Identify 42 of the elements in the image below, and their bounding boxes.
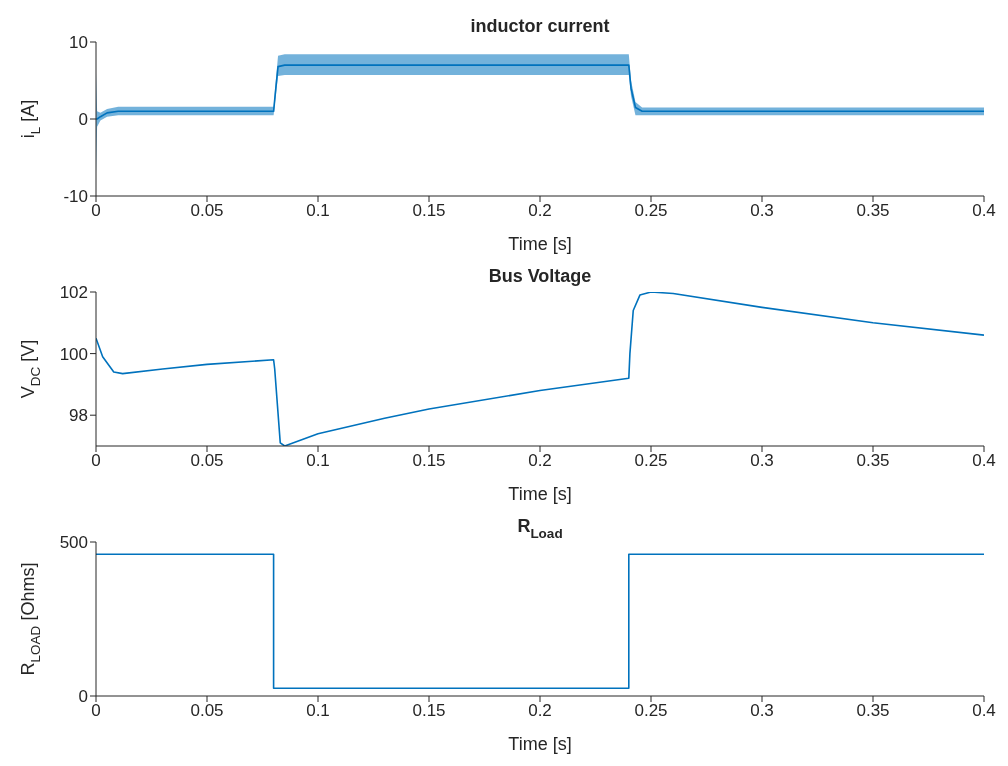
x-tick-label: 0.3 xyxy=(750,451,774,471)
x-tick-label: 0.05 xyxy=(190,451,224,471)
y-tick-label: 500 xyxy=(59,533,88,553)
x-tick-label: 0.4 xyxy=(972,451,996,471)
x-tick-label: 0.2 xyxy=(528,701,552,721)
y-tick-label: 10 xyxy=(69,33,88,53)
x-tick-label: 0.2 xyxy=(528,201,552,221)
x-tick-label: 0.2 xyxy=(528,451,552,471)
y-tick-label: 0 xyxy=(78,110,88,130)
x-axis-title: Time [s] xyxy=(508,484,572,504)
chart-title: inductor current xyxy=(470,16,610,36)
x-tick-label: 0.1 xyxy=(306,451,330,471)
y-tick-label: 0 xyxy=(78,687,88,707)
x-tick-label: 0.1 xyxy=(306,201,330,221)
x-tick-label: 0.4 xyxy=(972,701,996,721)
x-tick-label: 0.35 xyxy=(856,701,890,721)
x-tick-label: 0 xyxy=(91,201,101,221)
chart-title: Bus Voltage xyxy=(488,266,592,286)
x-tick-label: 0 xyxy=(91,451,101,471)
x-tick-label: 0 xyxy=(91,701,101,721)
x-axis-title: Time [s] xyxy=(508,234,572,254)
x-tick-label: 0.15 xyxy=(412,201,446,221)
y-tick-label: 98 xyxy=(69,406,88,426)
x-tick-label: 0.05 xyxy=(190,701,224,721)
x-tick-label: 0.1 xyxy=(306,701,330,721)
chart-title: R$_{Load}$ xyxy=(517,516,563,542)
y-tick-label: 100 xyxy=(59,344,88,364)
x-tick-label: 0.25 xyxy=(634,201,668,221)
x-tick-label: 0.3 xyxy=(750,701,774,721)
y-tick-label: 102 xyxy=(59,283,88,303)
x-tick-label: 0.15 xyxy=(412,451,446,471)
line-series xyxy=(96,64,984,120)
x-tick-label: 0.25 xyxy=(634,451,668,471)
x-tick-label: 0.3 xyxy=(750,201,774,221)
x-tick-label: 0.05 xyxy=(190,201,224,221)
x-axis-title: Time [s] xyxy=(508,734,572,754)
x-tick-label: 0.35 xyxy=(856,201,890,221)
x-tick-label: 0.25 xyxy=(634,701,668,721)
x-tick-label: 0.4 xyxy=(972,201,996,221)
x-tick-label: 0.35 xyxy=(856,451,890,471)
x-tick-label: 0.15 xyxy=(412,701,446,721)
y-tick-label: -10 xyxy=(63,187,88,207)
